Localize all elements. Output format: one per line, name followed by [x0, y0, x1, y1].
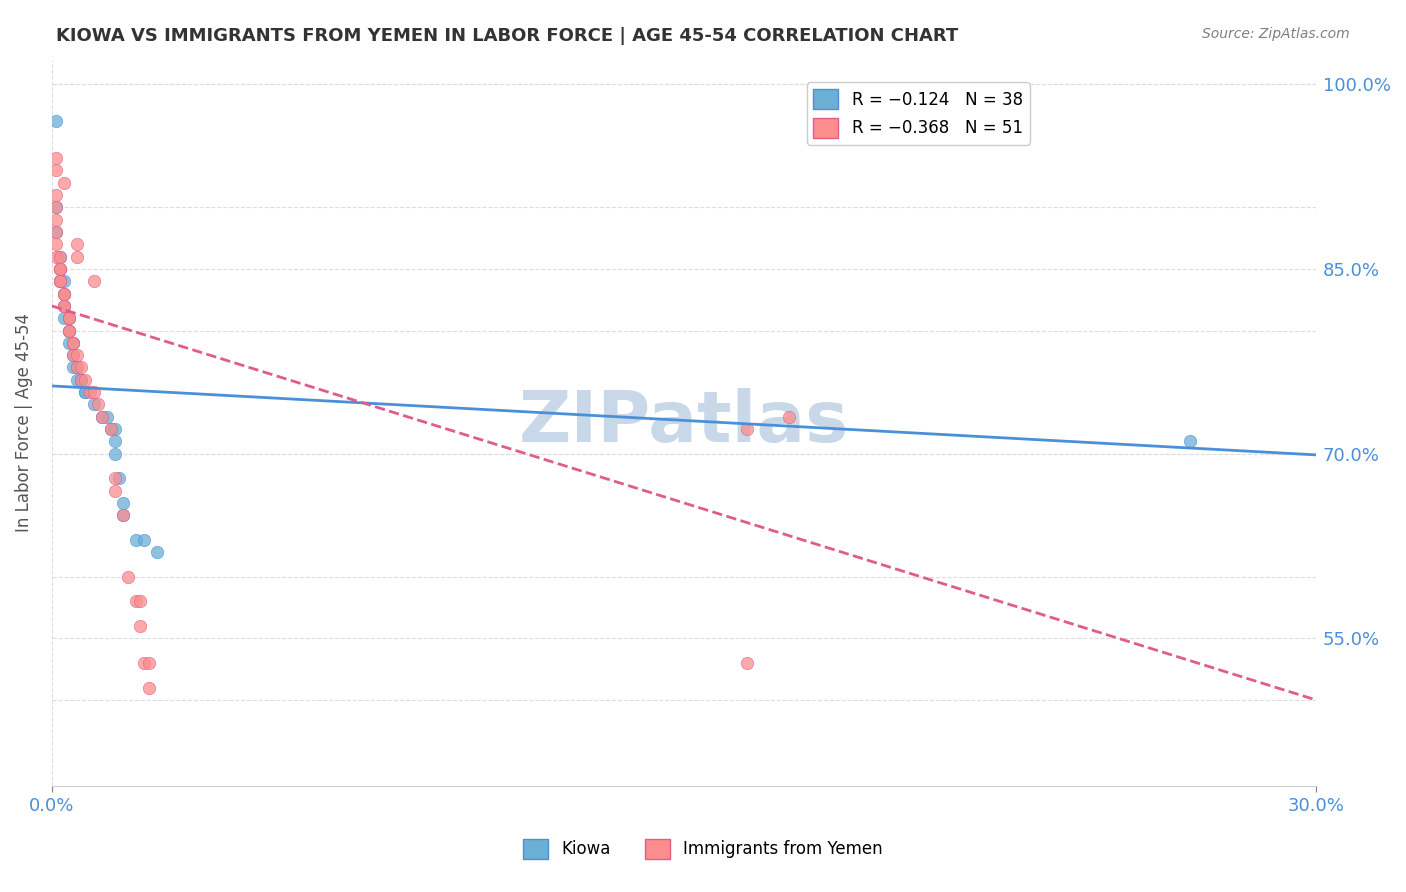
- Point: [62, 335, 84, 350]
- Point: [58, 311, 80, 326]
- Point: [49, 262, 72, 277]
- Point: [45, 225, 67, 239]
- Point: [146, 545, 169, 559]
- Point: [778, 409, 800, 424]
- Point: [138, 681, 160, 695]
- Point: [66, 250, 89, 264]
- Point: [66, 237, 89, 252]
- Text: Source: ZipAtlas.com: Source: ZipAtlas.com: [1202, 27, 1350, 41]
- Point: [45, 200, 67, 214]
- Point: [104, 483, 127, 498]
- Point: [58, 324, 80, 338]
- Point: [45, 212, 67, 227]
- Point: [49, 250, 72, 264]
- Point: [125, 533, 148, 547]
- Point: [83, 397, 105, 411]
- Point: [104, 447, 127, 461]
- Point: [75, 373, 97, 387]
- Point: [100, 422, 122, 436]
- Point: [45, 237, 67, 252]
- Point: [53, 286, 76, 301]
- Point: [45, 151, 67, 165]
- Point: [66, 348, 89, 362]
- Point: [70, 373, 93, 387]
- Point: [58, 311, 80, 326]
- Point: [45, 225, 67, 239]
- Point: [75, 385, 97, 400]
- Point: [45, 188, 67, 202]
- Point: [108, 471, 131, 485]
- Point: [129, 619, 152, 633]
- Point: [112, 508, 135, 523]
- Point: [53, 274, 76, 288]
- Point: [45, 114, 67, 128]
- Point: [83, 274, 105, 288]
- Point: [62, 348, 84, 362]
- Point: [58, 324, 80, 338]
- Point: [49, 274, 72, 288]
- Point: [53, 299, 76, 313]
- Point: [49, 274, 72, 288]
- Point: [735, 422, 758, 436]
- Point: [117, 570, 139, 584]
- Point: [58, 324, 80, 338]
- Point: [138, 656, 160, 670]
- Point: [49, 262, 72, 277]
- Point: [58, 335, 80, 350]
- Point: [96, 409, 118, 424]
- Point: [49, 274, 72, 288]
- Point: [134, 656, 156, 670]
- Point: [100, 422, 122, 436]
- Point: [45, 163, 67, 178]
- Point: [66, 360, 89, 375]
- Point: [79, 385, 101, 400]
- Point: [129, 594, 152, 608]
- Point: [125, 594, 148, 608]
- Point: [70, 373, 93, 387]
- Point: [62, 360, 84, 375]
- Point: [104, 434, 127, 449]
- Text: ZIPatlas: ZIPatlas: [519, 388, 849, 458]
- Point: [53, 286, 76, 301]
- Point: [53, 299, 76, 313]
- Text: KIOWA VS IMMIGRANTS FROM YEMEN IN LABOR FORCE | AGE 45-54 CORRELATION CHART: KIOWA VS IMMIGRANTS FROM YEMEN IN LABOR …: [56, 27, 959, 45]
- Point: [45, 200, 67, 214]
- Point: [45, 250, 67, 264]
- Point: [49, 262, 72, 277]
- Point: [91, 409, 114, 424]
- Point: [104, 422, 127, 436]
- Point: [112, 496, 135, 510]
- Point: [134, 533, 156, 547]
- Point: [62, 335, 84, 350]
- Point: [104, 471, 127, 485]
- Point: [53, 286, 76, 301]
- Point: [62, 348, 84, 362]
- Point: [49, 274, 72, 288]
- Point: [53, 176, 76, 190]
- Point: [66, 360, 89, 375]
- Point: [91, 409, 114, 424]
- Y-axis label: In Labor Force | Age 45-54: In Labor Force | Age 45-54: [15, 313, 32, 533]
- Point: [49, 250, 72, 264]
- Point: [87, 397, 110, 411]
- Point: [53, 299, 76, 313]
- Point: [83, 385, 105, 400]
- Legend: R = −0.124   N = 38, R = −0.368   N = 51: R = −0.124 N = 38, R = −0.368 N = 51: [807, 82, 1029, 145]
- Point: [70, 373, 93, 387]
- Point: [75, 385, 97, 400]
- Point: [1178, 434, 1201, 449]
- Point: [62, 335, 84, 350]
- Point: [53, 311, 76, 326]
- Point: [66, 373, 89, 387]
- Legend: Kiowa, Immigrants from Yemen: Kiowa, Immigrants from Yemen: [517, 832, 889, 866]
- Point: [112, 508, 135, 523]
- Point: [58, 324, 80, 338]
- Point: [70, 360, 93, 375]
- Point: [58, 311, 80, 326]
- Point: [735, 656, 758, 670]
